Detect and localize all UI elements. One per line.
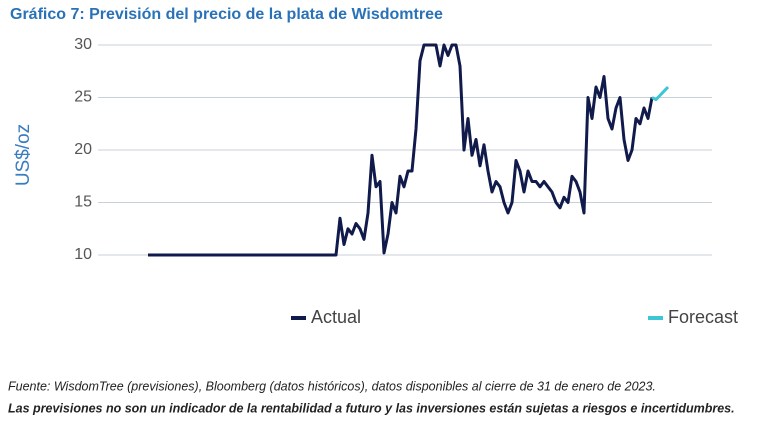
y-tick-label: 10 [74, 246, 92, 263]
y-tick-label: 20 [74, 141, 92, 158]
legend-label: Forecast [668, 307, 738, 327]
legend-label: Actual [311, 307, 361, 327]
y-tick-label: 30 [74, 36, 92, 53]
series-line [651, 85, 670, 102]
y-axis-label: US$/oz [13, 124, 34, 186]
series-line [148, 43, 654, 257]
y-tick-label: 25 [74, 89, 92, 106]
source-note: Fuente: WisdomTree (previsiones), Bloomb… [8, 379, 656, 393]
y-tick-label: 15 [74, 194, 92, 211]
chart-title: Gráfico 7: Previsión del precio de la pl… [10, 6, 443, 23]
disclaimer: Las previsiones no son un indicador de l… [8, 401, 735, 415]
